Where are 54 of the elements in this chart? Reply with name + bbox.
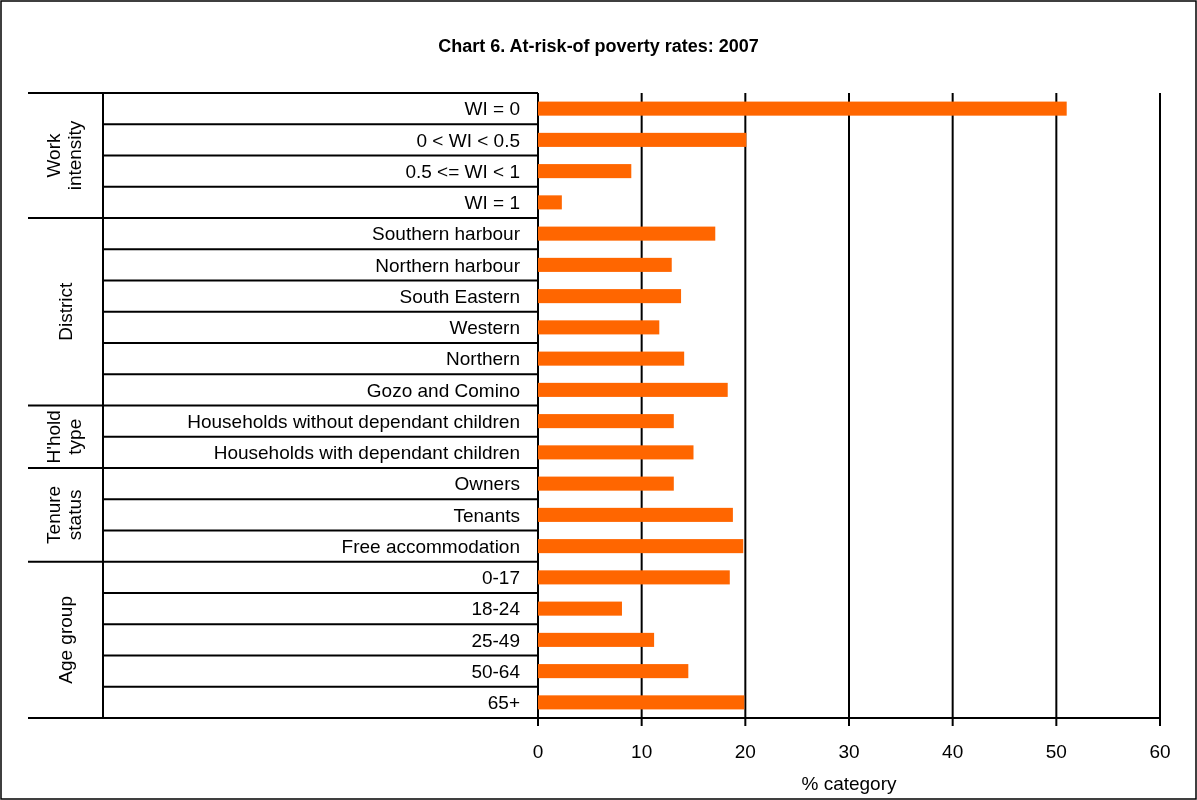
- x-tick-label: 60: [1149, 741, 1171, 762]
- y-tick-label: WI = 0: [464, 98, 520, 120]
- text: H'hold type: [43, 410, 86, 464]
- y-tick-label: 0-17: [481, 567, 520, 589]
- bar: [538, 414, 674, 429]
- x-tick-label: 20: [734, 741, 756, 762]
- y-tick-label: Free accommodation: [341, 535, 520, 557]
- y-tick-label: 65+: [487, 692, 520, 714]
- text: District: [54, 282, 76, 341]
- bar: [538, 632, 655, 647]
- x-tick-label: 30: [838, 741, 860, 762]
- y-tick-label: Southern harbour: [372, 223, 521, 245]
- y-tick-label: WI = 1: [464, 192, 520, 214]
- bar: [538, 226, 716, 241]
- bar: [538, 476, 674, 491]
- bar: [538, 351, 685, 366]
- text: Work intensity: [43, 120, 86, 191]
- bar: [538, 195, 562, 210]
- text: Age group: [54, 596, 76, 684]
- bar: [538, 664, 689, 679]
- bar: [538, 507, 733, 522]
- bar: [538, 601, 622, 616]
- bar: [538, 289, 682, 304]
- y-tick-label: 50-64: [471, 660, 521, 682]
- y-tick-label: 25-49: [471, 629, 520, 651]
- bar: [538, 570, 730, 585]
- bar: [538, 257, 672, 272]
- y-tick-label: South Eastern: [399, 285, 520, 307]
- y-tick-label: 18-24: [471, 598, 521, 620]
- y-tick-label: Owners: [454, 473, 520, 495]
- y-tick-label: Northern harbour: [375, 254, 521, 276]
- y-tick-label: Western: [449, 317, 520, 339]
- y-tick-label: Households with dependant children: [213, 442, 520, 464]
- x-tick-label: 40: [942, 741, 964, 762]
- x-tick-label: 0: [532, 741, 544, 762]
- y-tick-label: 0.5 <= WI < 1: [405, 160, 520, 182]
- y-tick-label: Gozo and Comino: [366, 379, 520, 401]
- x-tick-label: 50: [1045, 741, 1067, 762]
- x-axis-title: % category: [801, 773, 898, 794]
- bar: [538, 164, 632, 179]
- bar: [538, 132, 747, 147]
- bar: [538, 101, 1067, 116]
- y-tick-label: 0 < WI < 0.5: [416, 129, 520, 151]
- chart-title: Chart 6. At-risk-of poverty rates: 2007: [438, 36, 759, 56]
- y-tick-label: Northern: [446, 348, 520, 370]
- text: Tenure status: [43, 485, 86, 544]
- bar: [538, 445, 694, 460]
- x-tick-label: 10: [631, 741, 653, 762]
- bar: [538, 382, 728, 397]
- y-tick-label: Tenants: [453, 504, 520, 526]
- y-tick-label: Households without dependant children: [187, 410, 520, 432]
- bar: [538, 695, 745, 710]
- bar: [538, 320, 660, 335]
- bar: [538, 539, 744, 554]
